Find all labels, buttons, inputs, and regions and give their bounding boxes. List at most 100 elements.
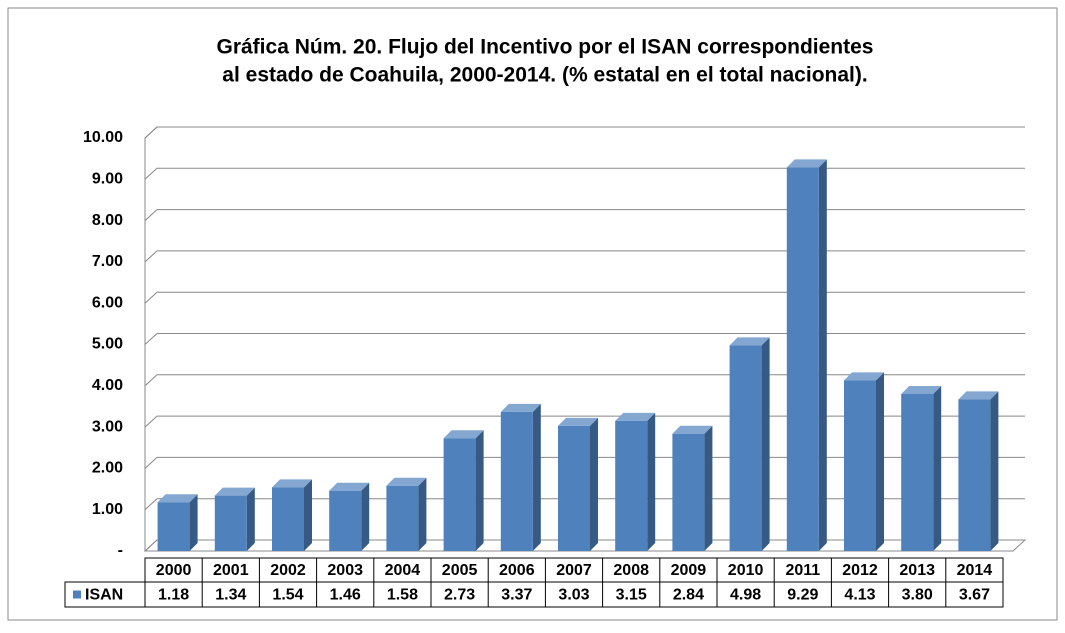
bar-face: [590, 417, 598, 551]
bar-face: [272, 487, 304, 551]
bar: [729, 337, 770, 551]
chart-title: Gráfica Núm. 20. Flujo del Incentivo por…: [217, 36, 874, 59]
legend-swatch: [73, 590, 81, 599]
bar-face: [304, 479, 312, 551]
chart-title: al estado de Coahuila, 2000-2014. (% est…: [222, 64, 867, 87]
x-tick-label: 2002: [270, 562, 306, 579]
data-label: 1.34: [215, 587, 246, 604]
data-label: 2.84: [673, 587, 704, 604]
bar-face: [672, 433, 705, 551]
x-tick-label: 2012: [842, 562, 878, 579]
bar-face: [958, 391, 999, 400]
table-border: [64, 581, 1004, 608]
bar-face: [214, 487, 255, 496]
data-label: 2.73: [444, 587, 475, 604]
bar-face: [844, 380, 876, 551]
x-tick-label: 2009: [671, 562, 707, 579]
data-label: 3.67: [959, 587, 990, 604]
bar-face: [901, 386, 942, 395]
bar-face: [157, 502, 190, 551]
bar: [958, 391, 999, 551]
bar-face: [214, 495, 247, 551]
bar-face: [558, 417, 598, 426]
y-tick-label: -: [118, 542, 123, 559]
bar-face: [729, 345, 762, 551]
bar-face: [933, 386, 942, 551]
bar-face: [958, 399, 991, 551]
bar-face: [189, 494, 198, 551]
x-tick-label: 2014: [957, 562, 993, 579]
bar-face: [786, 159, 827, 168]
data-label: 1.46: [330, 587, 361, 604]
bar-face: [761, 337, 770, 551]
x-tick-label: 2008: [613, 562, 649, 579]
bar-face: [990, 391, 999, 551]
bar-face: [272, 479, 312, 488]
grid-line: [144, 333, 1025, 345]
bar-face: [615, 412, 656, 421]
grid-line: [144, 250, 1025, 263]
grid-line: [144, 167, 1025, 180]
data-label: 1.58: [387, 587, 418, 604]
x-tick-label: 2013: [899, 562, 935, 579]
bar-face: [844, 372, 884, 381]
bar-face: [786, 167, 819, 551]
bar-face: [901, 394, 934, 551]
y-tick-label: 6.00: [92, 294, 123, 311]
bar-face: [729, 337, 770, 346]
bar-face: [361, 482, 370, 551]
x-tick-label: 2004: [385, 562, 421, 579]
bar-face: [386, 477, 427, 486]
bar: [329, 482, 370, 551]
bar: [901, 386, 942, 551]
data-label: 3.80: [902, 587, 933, 604]
data-label: 4.98: [730, 587, 761, 604]
grid-line: [144, 291, 1025, 304]
bar-face: [500, 411, 533, 551]
y-tick-label: 5.00: [92, 336, 123, 353]
bar: [157, 494, 198, 551]
bar: [443, 430, 484, 551]
x-tick-label: 2006: [499, 562, 535, 579]
data-label: 1.18: [158, 587, 189, 604]
grid-line: [144, 126, 1025, 139]
bar: [786, 159, 827, 551]
bar-face: [157, 494, 198, 503]
data-label: 4.13: [844, 587, 875, 604]
bar-face: [876, 372, 884, 551]
bar-face: [558, 425, 590, 551]
bar-face: [615, 420, 648, 551]
bar: [844, 372, 884, 551]
bar: [615, 412, 656, 551]
bar-face: [818, 159, 827, 551]
y-tick-label: 3.00: [92, 418, 123, 435]
bar-face: [386, 485, 419, 551]
bar-face: [704, 425, 713, 551]
bar-face: [500, 403, 541, 412]
y-tick-label: 9.00: [92, 171, 123, 188]
bar-face: [329, 482, 370, 491]
y-tick-label: 2.00: [92, 460, 123, 477]
bar: [386, 477, 427, 551]
bar-face: [418, 477, 427, 551]
bar-face: [475, 430, 484, 551]
data-label: 3.03: [558, 587, 589, 604]
x-tick-label: 2001: [213, 562, 249, 579]
x-tick-label: 2000: [156, 562, 192, 579]
y-tick-label: 10.00: [83, 129, 123, 146]
bar-face: [532, 403, 541, 551]
bar: [272, 479, 312, 551]
y-tick-label: 8.00: [92, 212, 123, 229]
bar-face: [647, 412, 656, 551]
bar: [672, 425, 713, 551]
y-tick-label: 4.00: [92, 377, 123, 394]
y-tick-label: 7.00: [92, 253, 123, 270]
bar-face: [329, 490, 362, 551]
legend-label: ISAN: [85, 587, 123, 604]
grid-line: [144, 209, 1025, 221]
x-tick-label: 2011: [785, 562, 820, 579]
data-label: 3.15: [616, 587, 647, 604]
bar-face: [443, 430, 484, 439]
bar: [214, 487, 255, 551]
